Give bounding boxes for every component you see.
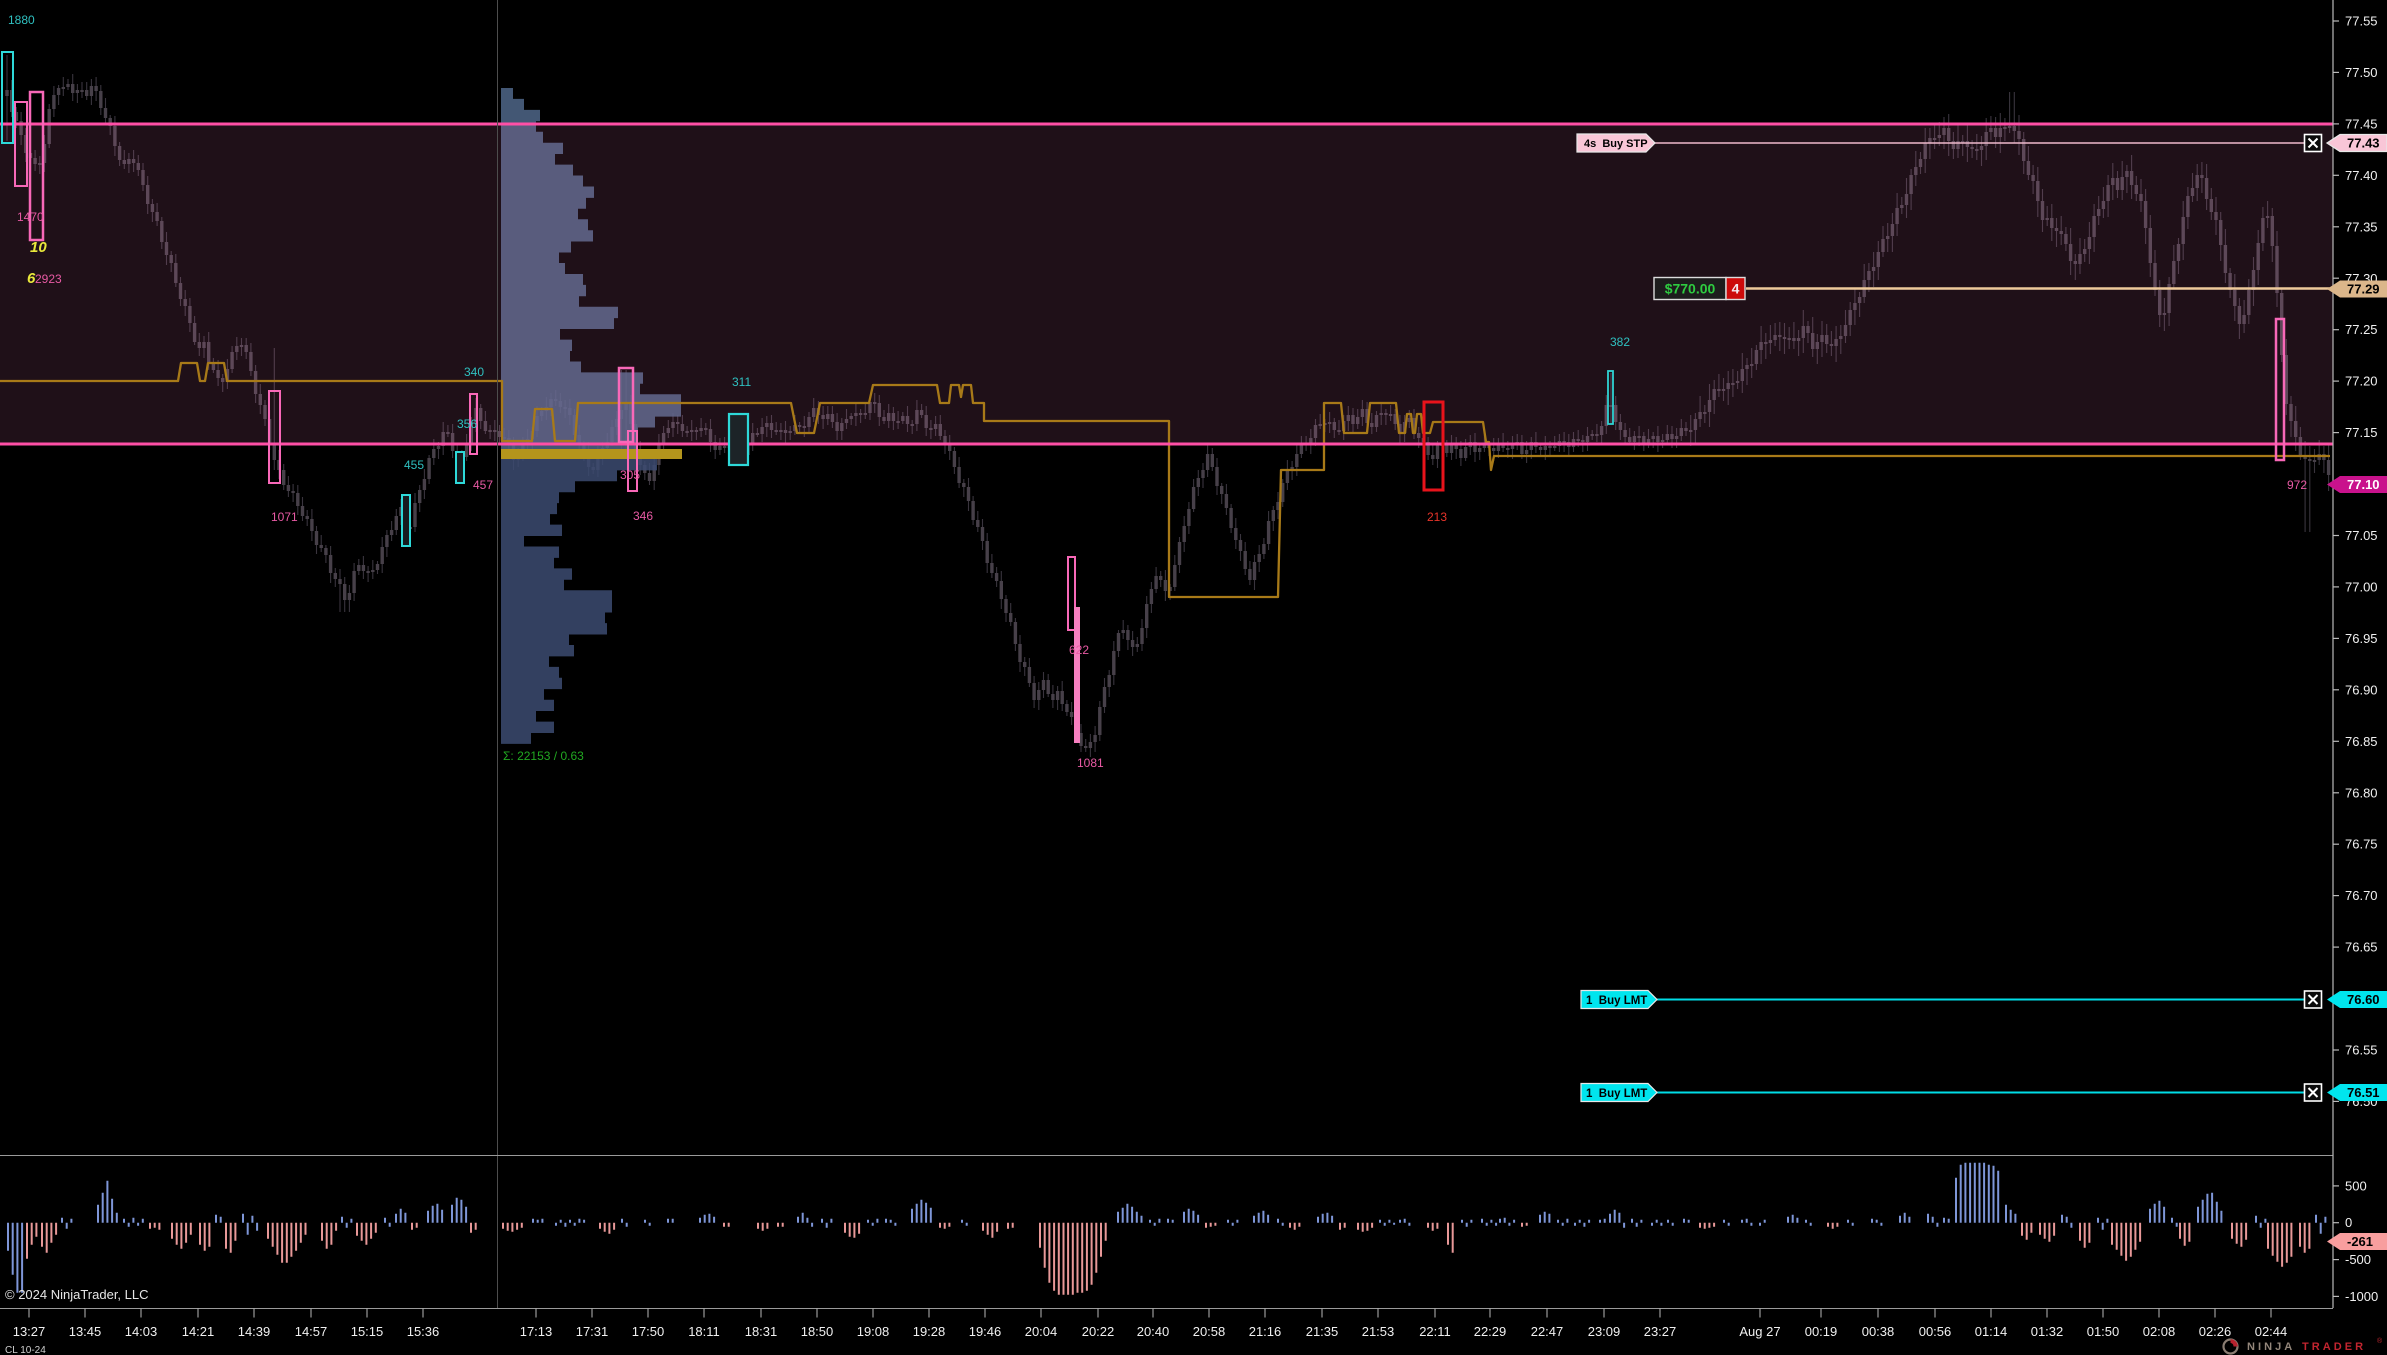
svg-text:1470: 1470 [17, 210, 44, 224]
svg-text:1 Buy LMT: 1 Buy LMT [1586, 1088, 1647, 1100]
svg-text:77.43: 77.43 [2347, 136, 2380, 151]
svg-text:76.80: 76.80 [2345, 785, 2378, 800]
svg-text:77.29: 77.29 [2347, 282, 2380, 297]
svg-text:15:15: 15:15 [351, 1324, 384, 1339]
svg-text:1071: 1071 [271, 510, 298, 524]
svg-text:20:58: 20:58 [1193, 1324, 1226, 1339]
svg-text:17:31: 17:31 [576, 1324, 609, 1339]
svg-text:1880: 1880 [8, 13, 35, 27]
svg-text:76.85: 76.85 [2345, 734, 2378, 749]
svg-text:305: 305 [620, 468, 640, 482]
svg-text:20:22: 20:22 [1082, 1324, 1115, 1339]
svg-text:77.10: 77.10 [2347, 477, 2380, 492]
svg-text:76.55: 76.55 [2345, 1043, 2378, 1058]
svg-text:14:21: 14:21 [182, 1324, 215, 1339]
svg-text:CL 10-24: CL 10-24 [5, 1345, 46, 1355]
svg-text:T R A D E R: T R A D E R [2302, 1341, 2363, 1353]
svg-text:457: 457 [473, 478, 493, 492]
svg-text:00:19: 00:19 [1805, 1324, 1838, 1339]
svg-text:340: 340 [464, 365, 484, 379]
svg-text:13:45: 13:45 [69, 1324, 102, 1339]
svg-text:77.25: 77.25 [2345, 322, 2378, 337]
svg-text:77.55: 77.55 [2345, 14, 2378, 29]
svg-text:01:14: 01:14 [1975, 1324, 2008, 1339]
svg-text:4: 4 [1732, 281, 1740, 297]
svg-text:500: 500 [2345, 1178, 2367, 1193]
svg-text:76.75: 76.75 [2345, 837, 2378, 852]
svg-text:02:08: 02:08 [2143, 1324, 2176, 1339]
svg-text:77.40: 77.40 [2345, 168, 2378, 183]
svg-text:17:13: 17:13 [520, 1324, 553, 1339]
svg-text:76.90: 76.90 [2345, 682, 2378, 697]
svg-text:77.45: 77.45 [2345, 116, 2378, 131]
svg-text:18:31: 18:31 [745, 1324, 778, 1339]
svg-text:77.15: 77.15 [2345, 425, 2378, 440]
svg-text:19:46: 19:46 [969, 1324, 1002, 1339]
svg-text:77.35: 77.35 [2345, 219, 2378, 234]
svg-text:15:36: 15:36 [407, 1324, 440, 1339]
svg-text:00:38: 00:38 [1862, 1324, 1895, 1339]
svg-text:01:50: 01:50 [2087, 1324, 2120, 1339]
svg-text:18:50: 18:50 [801, 1324, 834, 1339]
svg-text:77.50: 77.50 [2345, 65, 2378, 80]
svg-text:19:08: 19:08 [857, 1324, 890, 1339]
svg-text:4s Buy STP: 4s Buy STP [1584, 138, 1648, 150]
svg-text:20:40: 20:40 [1137, 1324, 1170, 1339]
svg-text:®: ® [2377, 1337, 2383, 1345]
svg-text:382: 382 [1610, 335, 1630, 349]
svg-text:1 Buy LMT: 1 Buy LMT [1586, 995, 1647, 1007]
svg-text:76.60: 76.60 [2347, 992, 2380, 1007]
svg-text:-1000: -1000 [2345, 1289, 2378, 1304]
svg-text:311: 311 [732, 375, 751, 389]
svg-text:23:09: 23:09 [1588, 1324, 1621, 1339]
svg-text:76.70: 76.70 [2345, 888, 2378, 903]
svg-text:22:11: 22:11 [1419, 1324, 1451, 1339]
svg-text:22:47: 22:47 [1531, 1324, 1564, 1339]
svg-text:© 2024 NinjaTrader, LLC: © 2024 NinjaTrader, LLC [5, 1287, 149, 1302]
svg-text:0: 0 [2345, 1215, 2352, 1230]
svg-text:76.51: 76.51 [2347, 1085, 2380, 1100]
svg-text:-261: -261 [2347, 1234, 2373, 1249]
svg-text:01:32: 01:32 [2031, 1324, 2064, 1339]
svg-text:Aug 27: Aug 27 [1739, 1324, 1780, 1339]
svg-text:972: 972 [2287, 478, 2307, 492]
svg-text:356: 356 [457, 417, 477, 431]
svg-text:19:28: 19:28 [913, 1324, 946, 1339]
svg-text:23:27: 23:27 [1644, 1324, 1677, 1339]
svg-text:6: 6 [27, 270, 36, 287]
svg-text:77.00: 77.00 [2345, 579, 2378, 594]
svg-text:346: 346 [633, 509, 653, 523]
svg-text:17:50: 17:50 [632, 1324, 665, 1339]
svg-text:14:03: 14:03 [125, 1324, 158, 1339]
svg-text:21:53: 21:53 [1362, 1324, 1395, 1339]
svg-text:$770.00: $770.00 [1665, 281, 1716, 297]
svg-text:N I N J A: N I N J A [2247, 1341, 2292, 1353]
svg-text:455: 455 [404, 458, 424, 472]
svg-text:77.05: 77.05 [2345, 528, 2378, 543]
svg-text:20:04: 20:04 [1025, 1324, 1058, 1339]
svg-text:14:57: 14:57 [295, 1324, 328, 1339]
svg-text:2923: 2923 [35, 272, 62, 286]
svg-text:-500: -500 [2345, 1252, 2371, 1267]
svg-text:76.65: 76.65 [2345, 940, 2378, 955]
svg-text:21:35: 21:35 [1306, 1324, 1339, 1339]
svg-text:76.95: 76.95 [2345, 631, 2378, 646]
svg-text:21:16: 21:16 [1249, 1324, 1282, 1339]
svg-text:00:56: 00:56 [1919, 1324, 1952, 1339]
svg-text:10: 10 [30, 239, 47, 256]
svg-text:622: 622 [1069, 643, 1089, 657]
svg-text:13:27: 13:27 [13, 1324, 46, 1339]
svg-text:Σ: 22153 / 0.63: Σ: 22153 / 0.63 [503, 749, 584, 763]
svg-text:14:39: 14:39 [238, 1324, 271, 1339]
svg-text:1081: 1081 [1077, 756, 1104, 770]
svg-text:18:11: 18:11 [688, 1324, 720, 1339]
svg-text:22:29: 22:29 [1474, 1324, 1507, 1339]
svg-text:02:44: 02:44 [2255, 1324, 2288, 1339]
svg-text:213: 213 [1427, 510, 1447, 524]
svg-text:77.20: 77.20 [2345, 374, 2378, 389]
svg-text:02:26: 02:26 [2199, 1324, 2232, 1339]
